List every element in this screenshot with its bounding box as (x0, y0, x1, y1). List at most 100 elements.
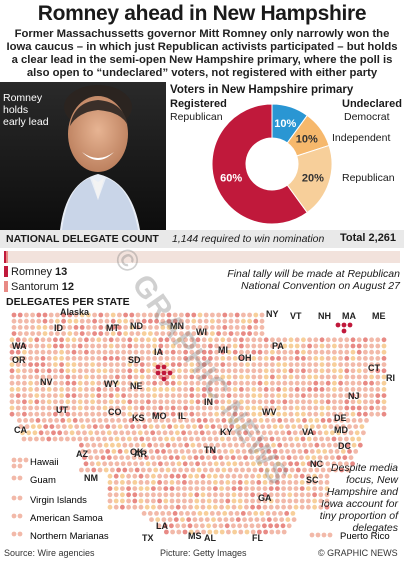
delegate-dot (201, 343, 207, 349)
delegate-dot (238, 529, 244, 535)
delegate-dot (239, 356, 244, 361)
delegate-dot (219, 486, 225, 491)
delegate-dot (102, 374, 108, 380)
delegate-dot (340, 449, 346, 454)
delegate-dot (15, 337, 21, 343)
delegate-dot (55, 325, 60, 330)
delegate-dot (249, 455, 255, 460)
delegate-dot (9, 393, 15, 398)
delegate-dot (294, 387, 300, 392)
donut-label-undeclared-independent: 10% (296, 134, 318, 146)
delegate-dot (213, 436, 219, 442)
delegate-dot (189, 343, 195, 349)
delegate-dot (306, 480, 311, 485)
delegate-dot (197, 325, 203, 330)
delegate-dot (269, 461, 275, 467)
delegate-dot (288, 387, 294, 392)
delegate-dot (282, 411, 288, 417)
delegate-dot (208, 411, 213, 417)
delegate-dot (307, 374, 312, 380)
delegate-dot (164, 387, 170, 392)
delegate-dot (164, 349, 170, 355)
delegate-dot (59, 380, 64, 386)
delegate-dot (245, 374, 251, 380)
delegate-dot (189, 436, 194, 442)
delegate-dot (226, 411, 232, 417)
delegate-dot (185, 449, 191, 454)
delegate-dot (291, 449, 297, 454)
delegate-dot (307, 362, 312, 367)
delegate-dot (36, 325, 42, 330)
delegate-dot (241, 331, 246, 336)
delegate-dot (196, 467, 202, 473)
delegate-dot (121, 405, 126, 411)
delegate-dot (121, 399, 126, 405)
delegate-dot (164, 529, 169, 535)
delegate-dot (288, 399, 294, 405)
delegate-dot (231, 486, 237, 491)
delegate-dot (197, 331, 203, 336)
delegate-dot (116, 467, 121, 473)
delegate-dot (113, 486, 119, 491)
delegate-dot (320, 467, 326, 473)
delegate-dot (126, 492, 131, 498)
delegate-dot (356, 349, 362, 355)
delegate-dot (287, 473, 293, 479)
delegate-dot (369, 356, 374, 361)
delegate-dot (263, 393, 269, 398)
delegate-dot (288, 411, 294, 417)
delegate-dot (165, 467, 171, 473)
delegate-dot (344, 349, 350, 355)
delegate-dot (249, 523, 255, 529)
delegate-dot (46, 362, 52, 367)
delegate-dot (46, 368, 52, 374)
delegate-dot (223, 424, 228, 429)
delegate-dot (312, 504, 317, 510)
delegate-dot (249, 430, 255, 436)
delegate-dot (145, 436, 151, 442)
delegate-dot (312, 473, 317, 479)
delegate-dot (277, 442, 283, 448)
delegate-dot (17, 312, 23, 318)
delegate-dot (250, 492, 256, 498)
delegate-dot (74, 424, 80, 429)
delegate-dot (325, 411, 331, 417)
delegate-dot (175, 473, 181, 479)
delegate-dot (195, 349, 201, 355)
delegate-dot (350, 374, 356, 380)
delegate-dot (82, 430, 87, 436)
delegate-dot (292, 455, 298, 460)
delegate-dot (314, 467, 320, 473)
delegate-dot (251, 374, 257, 380)
delegate-dot (161, 449, 166, 454)
delegate-dot (120, 480, 125, 485)
delegate-dot (344, 387, 350, 392)
delegate-dot (120, 436, 126, 442)
delegate-dot (337, 436, 343, 442)
delegate-dot (318, 480, 324, 485)
delegate-dot (213, 461, 219, 467)
delegate-dot (208, 368, 213, 374)
delegate-dot (332, 399, 337, 405)
delegate-dot (190, 442, 196, 448)
delegate-dot (129, 318, 135, 324)
delegate-dot (146, 411, 151, 417)
delegate-dot (313, 356, 319, 361)
delegate-dot (212, 430, 218, 436)
delegate-dot (206, 486, 212, 491)
delegate-dot (213, 529, 219, 535)
delegate-dot (59, 362, 64, 367)
delegate-dot (71, 374, 77, 380)
delegate-dot (317, 430, 323, 436)
delegate-dot (262, 486, 268, 491)
delegate-dot (245, 337, 251, 343)
delegate-dot (359, 424, 365, 429)
delegate-dot (103, 418, 109, 423)
delegate-dot (183, 337, 189, 343)
delegate-dot (184, 467, 190, 473)
delegate-dot (159, 418, 165, 423)
delegate-dot (108, 387, 114, 392)
delegate-dot (312, 486, 317, 491)
delegate-dot (164, 343, 170, 349)
delegate-dot (226, 436, 232, 442)
